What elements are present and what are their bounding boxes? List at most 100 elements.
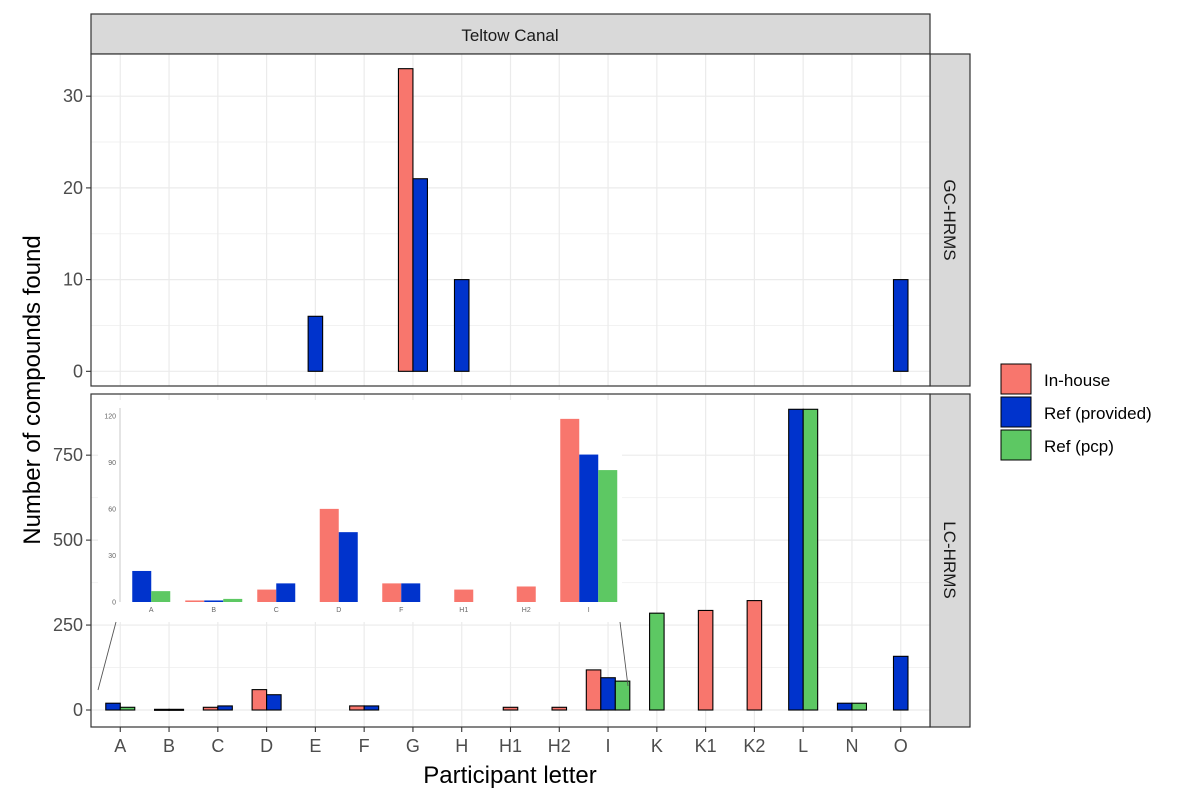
- legend-label-refprovided: Ref (provided): [1044, 404, 1152, 423]
- right-strip-gc-label: GC-HRMS: [940, 179, 959, 260]
- inset-y-tick-label: 30: [108, 553, 116, 560]
- x-tick-label-N: N: [845, 736, 858, 756]
- inset-bar-I-refprovided: [579, 454, 599, 602]
- lc-bar-B-refprovided: [153, 708, 170, 711]
- lc-bar-I-refprovided: [600, 677, 616, 711]
- x-axis-title: Participant letter: [423, 762, 596, 789]
- inset-bar-A-refpcp: [151, 591, 171, 602]
- inset-x-tick-label: F: [399, 607, 403, 614]
- inset-y-tick-label: 90: [108, 460, 116, 467]
- lc-bar-K2-inhouse: [746, 600, 763, 711]
- lc-bar-K-refpcp: [649, 612, 665, 711]
- inset-x-tick-label: C: [274, 607, 279, 614]
- legend: In-house Ref (provided) Ref (pcp): [1000, 363, 1152, 461]
- x-tick-label-K2: K2: [743, 736, 765, 756]
- x-tick-label-I: I: [606, 736, 611, 756]
- legend-label-inhouse: In-house: [1044, 371, 1110, 390]
- lc-bar-K1-inhouse: [697, 609, 714, 711]
- gc-bar-E-refprovided: [307, 315, 324, 372]
- gc-panel-border: [90, 53, 931, 387]
- gc-bar-O-refprovided: [892, 279, 909, 372]
- inset-x-tick-label: D: [336, 607, 341, 614]
- inset-bar-D-refprovided: [338, 532, 358, 602]
- lc-bar-I-refpcp: [614, 680, 631, 711]
- lc-bar-C-refprovided: [217, 705, 233, 711]
- lc-y-tick-label: 0: [73, 700, 83, 720]
- inset-bar-H2-inhouse: [516, 586, 536, 602]
- inset-y-tick-label: 120: [104, 413, 116, 420]
- inset-bar-H1-inhouse: [454, 589, 474, 602]
- lc-bar-L-refprovided: [788, 408, 804, 711]
- inset-connector-left: [97, 621, 117, 691]
- legend-key-refpcp: [1000, 429, 1032, 461]
- right-strip-lc-label: LC-HRMS: [940, 521, 959, 598]
- inset-connector-right: [619, 621, 629, 687]
- inset-chart: 0 30 60 90 120 A B C D F H1 H2 I: [97, 400, 629, 691]
- x-tick-label-B: B: [163, 736, 175, 756]
- inset-bar-F-inhouse: [382, 583, 402, 602]
- lc-bar-H1-inhouse: [502, 706, 519, 711]
- x-tick-label-K: K: [651, 736, 663, 756]
- x-tick-label-C: C: [211, 736, 224, 756]
- x-tick-label-E: E: [309, 736, 321, 756]
- lc-bar-A-refpcp: [119, 706, 136, 711]
- lc-y-tick-label: 750: [53, 445, 83, 465]
- y-axis-title: Number of compounds found: [19, 235, 46, 545]
- x-tick-label-K1: K1: [695, 736, 717, 756]
- right-strip-gc: [929, 53, 971, 387]
- lc-bar-B-refpcp: [168, 708, 185, 711]
- x-tick-label-H1: H1: [499, 736, 522, 756]
- lc-bar-D-inhouse: [251, 689, 268, 711]
- gc-y-tick-label: 0: [73, 361, 83, 381]
- inset-x-tick-label: B: [211, 607, 216, 614]
- inset-bar-C-inhouse: [257, 589, 277, 602]
- x-axis-ticks: A B C D E F G H H1 H2 I K K1 K2 L N O: [114, 727, 908, 756]
- gc-y-tick-label: 20: [63, 178, 83, 198]
- inset-bar-B-refprovided: [204, 600, 224, 602]
- inset-background: [98, 400, 622, 622]
- inset-x-tick-label: H1: [459, 607, 468, 614]
- x-tick-label-H2: H2: [548, 736, 571, 756]
- x-tick-label-L: L: [798, 736, 808, 756]
- legend-key-inhouse: [1000, 363, 1032, 395]
- gc-bar-H-refprovided: [453, 279, 470, 372]
- lc-bar-L-refpcp: [802, 408, 819, 711]
- legend-key-refprovided: [1000, 396, 1032, 428]
- lc-bar-A-refprovided: [105, 702, 121, 711]
- lc-bar-H2-inhouse: [551, 706, 568, 711]
- top-strip-label: Teltow Canal: [461, 26, 558, 45]
- lc-bar-O-refprovided: [892, 655, 909, 711]
- right-strip-lc: [929, 393, 971, 728]
- lc-bar-D-refprovided: [266, 694, 282, 711]
- inset-y-tick-label: 60: [108, 506, 116, 513]
- gc-y-tick-label: 30: [63, 86, 83, 106]
- gc-hrms-panel: 0 10 20 30: [63, 53, 931, 387]
- inset-y-tick-label: 0: [112, 600, 116, 607]
- gc-y-tick-label: 10: [63, 270, 83, 290]
- lc-bar-F-inhouse: [349, 705, 365, 711]
- inset-x-tick-label: H2: [522, 607, 531, 614]
- legend-label-refpcp: Ref (pcp): [1044, 437, 1114, 456]
- inset-bar-A-refprovided: [132, 570, 152, 602]
- lc-y-tick-label: 250: [53, 615, 83, 635]
- inset-x-tick-label: A: [149, 607, 154, 614]
- x-tick-label-G: G: [406, 736, 420, 756]
- lc-bar-C-inhouse: [202, 706, 219, 711]
- x-tick-label-F: F: [359, 736, 370, 756]
- lc-y-tick-label: 500: [53, 530, 83, 550]
- inset-bar-B-refpcp: [223, 598, 243, 602]
- inset-bar-F-refprovided: [401, 583, 421, 602]
- gc-bar-G-inhouse: [397, 68, 414, 372]
- x-tick-label-D: D: [260, 736, 273, 756]
- inset-bar-C-refprovided: [276, 583, 296, 602]
- top-strip: [90, 13, 931, 55]
- inset-x-tick-label: I: [588, 607, 590, 614]
- lc-bar-N-refpcp: [851, 702, 868, 711]
- inset-bar-I-inhouse: [560, 418, 580, 602]
- inset-bar-I-refpcp: [598, 470, 618, 602]
- gc-bar-G-refprovided: [412, 178, 428, 372]
- lc-bar-N-refprovided: [836, 702, 853, 711]
- x-tick-label-O: O: [894, 736, 908, 756]
- inset-bar-B-inhouse: [185, 600, 205, 602]
